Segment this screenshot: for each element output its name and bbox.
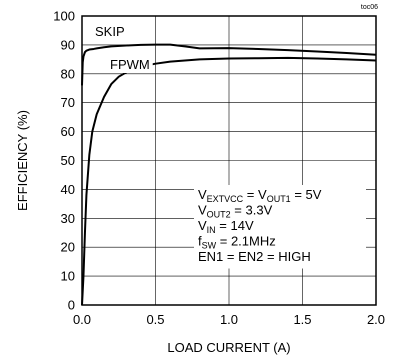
annotation-text: V: [198, 187, 207, 202]
annotation-line: VIN = 14V: [198, 218, 254, 235]
plot-frame: [81, 15, 377, 306]
annotation-text: = 14V: [216, 218, 254, 233]
x-tick-label: 0.0: [73, 312, 91, 327]
x-tick-label: 2.0: [367, 312, 385, 327]
annotation-line: VOUT2 = 3.3V: [198, 203, 273, 220]
y-tick-label: 70: [61, 95, 75, 110]
annotation-subscript: OUT1: [267, 194, 291, 204]
annotation-line: fSW = 2.1MHz: [198, 234, 276, 251]
x-tick-label: 0.5: [146, 312, 164, 327]
series-labels: SKIP FPWM: [92, 24, 153, 73]
y-tick-label: 40: [61, 182, 75, 197]
annotation-subscript: SW: [202, 241, 217, 251]
annotation-text: EN1 = EN2 = HIGH: [198, 249, 311, 264]
y-axis-title: EFFICIENCY (%): [15, 110, 30, 211]
annotation-bg: [194, 185, 366, 269]
y-tick-label: 100: [53, 9, 75, 24]
annotation-subscript: EXTVCC: [207, 194, 244, 204]
annotation-subscript: IN: [207, 225, 216, 235]
annotation-text: = V: [243, 187, 267, 202]
annotation-text: V: [198, 203, 207, 218]
y-tick-label: 80: [61, 66, 75, 81]
annotation-text: V: [198, 218, 207, 233]
y-tick-label: 20: [61, 240, 75, 255]
x-tick-label: 1.0: [220, 312, 238, 327]
annotation-subscript: OUT2: [207, 210, 231, 220]
grid: [82, 16, 376, 305]
annotation-text: f: [198, 234, 202, 249]
y-tick-label: 10: [61, 269, 75, 284]
series-label-bg: [92, 24, 128, 40]
y-tick-label: 90: [61, 37, 75, 52]
series-line-skip: [81, 43, 377, 86]
y-tick-label: 0: [68, 298, 75, 313]
annotation-line: VEXTVCC = VOUT1 = 5V: [198, 187, 322, 204]
annotation-line: EN1 = EN2 = HIGH: [198, 249, 311, 264]
annotation-text: = 5V: [291, 187, 322, 202]
series-label-bg: [107, 57, 153, 73]
series-label-skip: SKIP: [95, 24, 125, 39]
annotation-text: = 2.1MHz: [216, 234, 276, 249]
annotation-text: = 3.3V: [231, 203, 273, 218]
y-tick-labels: 0 10 20 30 40 50 60 70 80 90 100: [53, 9, 75, 313]
figure-code: toc06: [361, 4, 378, 11]
x-axis-title: LOAD CURRENT (A): [167, 340, 290, 355]
y-tick-label: 30: [61, 211, 75, 226]
x-tick-labels: 0.0 0.5 1.0 1.5 2.0: [73, 312, 385, 327]
x-tick-label: 1.5: [293, 312, 311, 327]
series-label-fpwm: FPWM: [110, 57, 150, 72]
y-tick-label: 50: [61, 153, 75, 168]
y-tick-label: 60: [61, 124, 75, 139]
